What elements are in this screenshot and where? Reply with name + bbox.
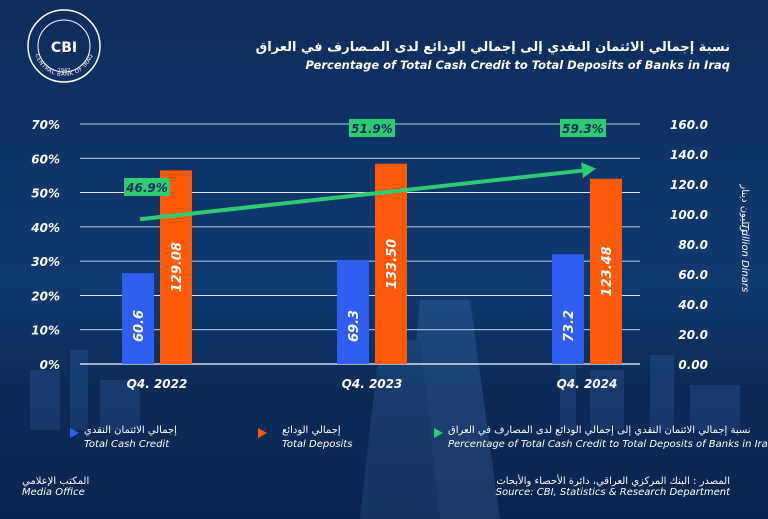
percent-label-box — [560, 119, 606, 137]
y-axis-right-label-ar: تريليون دينار — [739, 183, 750, 235]
x-axis-labels: Q4. 2022 Q4. 2023 Q4. 2024 — [127, 377, 618, 391]
legend-label-ar: إجمالي الائتمان النقدي — [84, 425, 177, 436]
triangle-marker-icon — [434, 428, 443, 438]
chart-title-ar: نسبة إجمالي الائتمان النقدي إلى إجمالي ا… — [255, 40, 730, 55]
logo-text: CBI — [51, 40, 77, 56]
triangle-marker-icon — [70, 428, 79, 438]
percent-label-box — [124, 178, 170, 196]
bar-deposits — [375, 163, 407, 364]
y-left-tick-label: 0% — [40, 358, 60, 372]
y-right-tick-label: 140.0 — [670, 148, 708, 162]
bar-credit — [337, 260, 369, 364]
y-left-tick-label: 10% — [31, 324, 60, 338]
percent-label: 51.9% — [349, 119, 395, 137]
chart-title-en: Percentage of Total Cash Credit to Total… — [305, 58, 730, 72]
bar-credit — [552, 254, 584, 364]
y-right-tick-label: 160.0 — [670, 118, 708, 132]
percent-labels: 46.9% 51.9% 59.3% — [124, 119, 606, 196]
legend-label-en: Total Cash Credit — [84, 439, 170, 450]
x-tick-label: Q4. 2024 — [557, 377, 618, 391]
y-right-tick-label: 60.0 — [678, 268, 708, 282]
trend-arrowhead — [581, 162, 596, 179]
y-left-tick-label: 70% — [31, 118, 60, 132]
x-tick-label: Q4. 2022 — [127, 377, 188, 391]
y-right-tick-label: 0.00 — [678, 358, 708, 372]
percent-label: 59.3% — [560, 119, 606, 137]
percent-label: 46.9% — [124, 178, 170, 196]
y-left-tick-label: 60% — [31, 152, 60, 166]
footer-right-ar: المصدر : البنك المركزي العراقي، دائرة ال… — [496, 476, 730, 487]
bar-value-label-deposits: 133.50 — [385, 239, 400, 289]
percent-label-box — [349, 119, 395, 137]
trend-line-stroke — [139, 168, 587, 222]
bar-deposits — [590, 178, 622, 364]
bar-value-label-credit: 73.2 — [562, 310, 577, 342]
y-left-tick-label: 50% — [31, 187, 60, 201]
bar-credit — [122, 273, 154, 364]
footer-left-ar: المكتب الإعلامي — [22, 476, 90, 487]
footer-right-en: Source: CBI, Statistics & Research Depar… — [495, 487, 730, 498]
y-axis-right: 0.00 20.0 40.0 60.0 80.0 100.0 120.0 140.0 160.0 — [670, 118, 708, 372]
trend-line — [139, 162, 596, 222]
y-right-tick-label: 100.0 — [670, 208, 708, 222]
y-axis-right-label: Trillion Dinars — [739, 224, 750, 292]
footer-left-en: Media Office — [22, 487, 85, 498]
y-right-tick-label: 120.0 — [670, 178, 708, 192]
bar-value-label-credit: 60.6 — [132, 310, 147, 342]
footer-media-office: المكتب الإعلامي Media Office — [22, 476, 89, 498]
y-left-tick-label: 30% — [31, 255, 60, 269]
bar-value-label-deposits: 129.08 — [170, 242, 185, 292]
percent-label-text: 46.9% — [125, 181, 168, 195]
logo-year: 1947 — [58, 68, 71, 74]
cbi-logo: CBI 1947 CENTRAL BANK OF IRAQ — [27, 9, 101, 83]
bar-value-label-deposits: 123.48 — [600, 246, 615, 296]
legend-label-en: Percentage of Total Cash Credit to Total… — [448, 439, 768, 450]
footer-source: المصدر : البنك المركزي العراقي، دائرة ال… — [496, 476, 730, 498]
percent-label-text: 59.3% — [562, 122, 604, 136]
y-right-tick-label: 20.0 — [678, 328, 708, 342]
triangle-marker-icon — [258, 428, 267, 438]
y-left-tick-label: 20% — [31, 289, 60, 303]
legend-label-ar: نسبة إجمالي الائتمان النقدي إلى إجمالي ا… — [448, 425, 751, 436]
y-right-tick-label: 80.0 — [678, 238, 708, 252]
y-axis-left: 0% 10% 20% 30% 40% 50% 60% 70% — [30, 118, 60, 372]
legend-label-en: Total Deposits — [282, 439, 353, 450]
y-right-tick-label: 40.0 — [677, 298, 708, 312]
x-tick-label: Q4. 2023 — [342, 377, 403, 391]
bar-deposits — [160, 170, 192, 364]
legend-label-ar: إجمالي الودائع — [282, 425, 341, 436]
bar-value-label-credit: 69.3 — [347, 310, 362, 342]
bars — [122, 163, 622, 364]
y-left-tick-label: 40% — [30, 221, 60, 235]
bar-value-labels: 60.6 129.08 69.3 133.50 73.2 123.48 — [132, 239, 615, 342]
percent-label-text: 51.9% — [351, 122, 393, 136]
